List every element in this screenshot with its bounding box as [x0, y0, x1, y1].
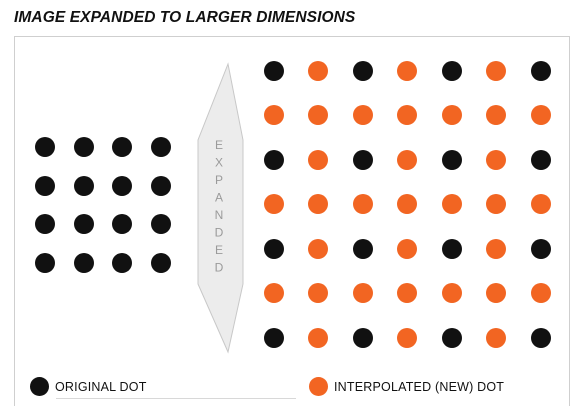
original-dot-swatch — [30, 377, 49, 396]
legend-interpolated-label: INTERPOLATED (NEW) DOT — [334, 379, 505, 394]
original-dot-grid — [35, 137, 171, 273]
interpolated-dot — [308, 239, 328, 259]
original-dot — [264, 328, 284, 348]
interpolated-dot — [264, 105, 284, 125]
interpolated-dot — [486, 239, 506, 259]
interpolated-dot — [442, 105, 462, 125]
original-dot — [264, 61, 284, 81]
original-dot — [531, 150, 551, 170]
legend-interpolated: INTERPOLATED (NEW) DOT — [309, 377, 504, 396]
original-dot — [531, 61, 551, 81]
interpolated-dot — [397, 194, 417, 214]
interpolated-dot — [353, 105, 373, 125]
original-dot — [353, 328, 373, 348]
original-dot — [531, 239, 551, 259]
original-dot — [442, 61, 462, 81]
original-dot — [112, 253, 132, 273]
interpolated-dot — [531, 105, 551, 125]
original-dot — [531, 328, 551, 348]
original-dot — [353, 239, 373, 259]
interpolated-dot — [264, 283, 284, 303]
interpolated-dot — [486, 150, 506, 170]
interpolated-dot — [264, 194, 284, 214]
original-dot — [442, 328, 462, 348]
original-dot — [442, 150, 462, 170]
original-dot — [35, 137, 55, 157]
interpolated-dot — [486, 194, 506, 214]
interpolated-dot — [531, 194, 551, 214]
interpolated-dot — [486, 61, 506, 81]
interpolated-dot — [308, 194, 328, 214]
interpolated-dot — [397, 150, 417, 170]
interpolated-dot — [397, 61, 417, 81]
original-dot — [151, 214, 171, 234]
original-dot — [442, 239, 462, 259]
original-dot — [112, 214, 132, 234]
original-dot — [74, 137, 94, 157]
interpolated-dot — [353, 194, 373, 214]
interpolated-dot — [308, 150, 328, 170]
diagram-title: IMAGE EXPANDED TO LARGER DIMENSIONS — [14, 9, 356, 26]
legend-original: ORIGINAL DOT — [30, 377, 147, 396]
interpolated-dot — [353, 283, 373, 303]
expanded-dot-grid — [264, 61, 551, 348]
expanded-arrow-shape — [197, 62, 244, 354]
legend-original-label: ORIGINAL DOT — [55, 379, 147, 394]
original-dot — [264, 150, 284, 170]
diagram-frame — [14, 36, 570, 406]
interpolated-dot — [486, 105, 506, 125]
interpolated-dot — [308, 328, 328, 348]
original-dot — [35, 176, 55, 196]
legend-divider — [56, 398, 296, 399]
interpolated-dot — [397, 239, 417, 259]
original-dot — [35, 253, 55, 273]
original-dot — [35, 214, 55, 234]
interpolated-dot — [397, 328, 417, 348]
original-dot — [353, 150, 373, 170]
interpolated-dot — [308, 283, 328, 303]
original-dot — [112, 137, 132, 157]
interpolated-dot — [442, 194, 462, 214]
interpolated-dot — [308, 61, 328, 81]
original-dot — [353, 61, 373, 81]
interpolated-dot-swatch — [309, 377, 328, 396]
interpolated-dot — [531, 283, 551, 303]
original-dot — [74, 253, 94, 273]
interpolated-dot — [486, 328, 506, 348]
original-dot — [151, 176, 171, 196]
original-dot — [74, 214, 94, 234]
interpolated-dot — [397, 283, 417, 303]
interpolated-dot — [308, 105, 328, 125]
interpolated-dot — [442, 283, 462, 303]
original-dot — [74, 176, 94, 196]
original-dot — [112, 176, 132, 196]
interpolated-dot — [397, 105, 417, 125]
original-dot — [151, 137, 171, 157]
interpolated-dot — [486, 283, 506, 303]
original-dot — [264, 239, 284, 259]
original-dot — [151, 253, 171, 273]
